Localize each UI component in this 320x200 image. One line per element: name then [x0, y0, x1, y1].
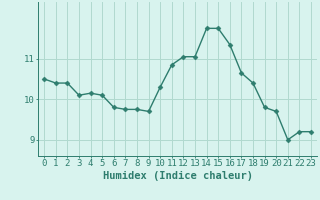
X-axis label: Humidex (Indice chaleur): Humidex (Indice chaleur)	[103, 171, 252, 181]
